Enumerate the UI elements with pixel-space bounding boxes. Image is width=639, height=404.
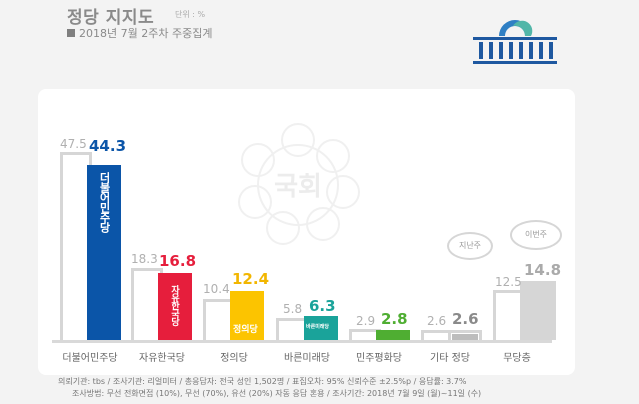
category-label-pyeonghwa: 민주평화당 (356, 353, 402, 364)
legend-cur-label: 이번주 (524, 230, 548, 239)
chart-subtitle: 2018년 7월 2주차 주중집계 (67, 25, 212, 41)
value-cur-jeongui: 12.4 (232, 270, 270, 288)
subtitle-text: 2018년 7월 2주차 주중집계 (79, 27, 213, 40)
footer-survey-info: 의뢰기관: tbs / 조사기관: 리얼미터 / 총응답자: 전국 성인 1,5… (58, 377, 467, 386)
bar-cur-minjoo (87, 165, 121, 340)
bar-cur-jeongui (230, 291, 264, 340)
value-cur-pyeonghwa: 2.8 (381, 310, 408, 328)
value-cur-none: 14.8 (524, 261, 562, 279)
legend-prev-label: 지난주 (458, 241, 482, 250)
value-prev-etc: 2.6 (427, 314, 447, 328)
bar-cur-pyeonghwa (376, 330, 410, 340)
national-assembly-seal-watermark-icon: 국회 (238, 123, 360, 245)
square-bullet-icon (67, 29, 75, 37)
svg-text:국회: 국회 (274, 172, 322, 202)
value-prev-bareun: 5.8 (283, 302, 303, 316)
bar-cur-jayu (158, 273, 192, 340)
value-prev-jayu: 18.3 (131, 252, 158, 266)
bar-cur-none (520, 281, 556, 340)
value-cur-jayu: 16.8 (159, 252, 197, 270)
category-label-bareun: 바른미래당 (284, 353, 330, 364)
chart-title: 정당 지지도 (67, 8, 155, 28)
value-cur-etc: 2.6 (452, 310, 479, 328)
footer-survey-method: 조사방법: 무선 전화면접 (10%), 무선 (70%), 유선 (20%) … (72, 389, 482, 398)
value-prev-none: 12.5 (495, 275, 522, 289)
value-cur-bareun: 6.3 (309, 297, 336, 315)
value-cur-minjoo: 44.3 (89, 137, 127, 155)
value-prev-pyeonghwa: 2.9 (356, 314, 376, 328)
chart-baseline (52, 340, 552, 343)
national-assembly-logo-icon (473, 20, 557, 64)
jeongui-logo-text: 정의당 (233, 325, 258, 335)
bareun-logo-text: 바른미래당 (306, 324, 330, 330)
category-label-jayu: 자유한국당 (139, 353, 185, 364)
value-prev-jeongui: 10.4 (203, 282, 230, 296)
category-label-jeongui: 정의당 (220, 353, 248, 364)
legend-bubble-this-week: 이번주 (510, 220, 562, 250)
bar-cur-bareun (304, 316, 338, 340)
category-label-none: 무당층 (503, 353, 531, 364)
unit-label: 단위 : % (175, 10, 206, 19)
category-label-minjoo: 더불어민주당 (62, 353, 118, 364)
value-prev-minjoo: 47.5 (60, 137, 87, 151)
category-label-etc: 기타 정당 (430, 353, 470, 364)
minjoo-logo-text: 더불어민주당 (98, 172, 111, 232)
legend-bubble-prev-week: 지난주 (447, 232, 493, 260)
jayu-logo-text: 자유한국당 (169, 285, 179, 325)
bar-cur-etc-fill (452, 334, 478, 340)
